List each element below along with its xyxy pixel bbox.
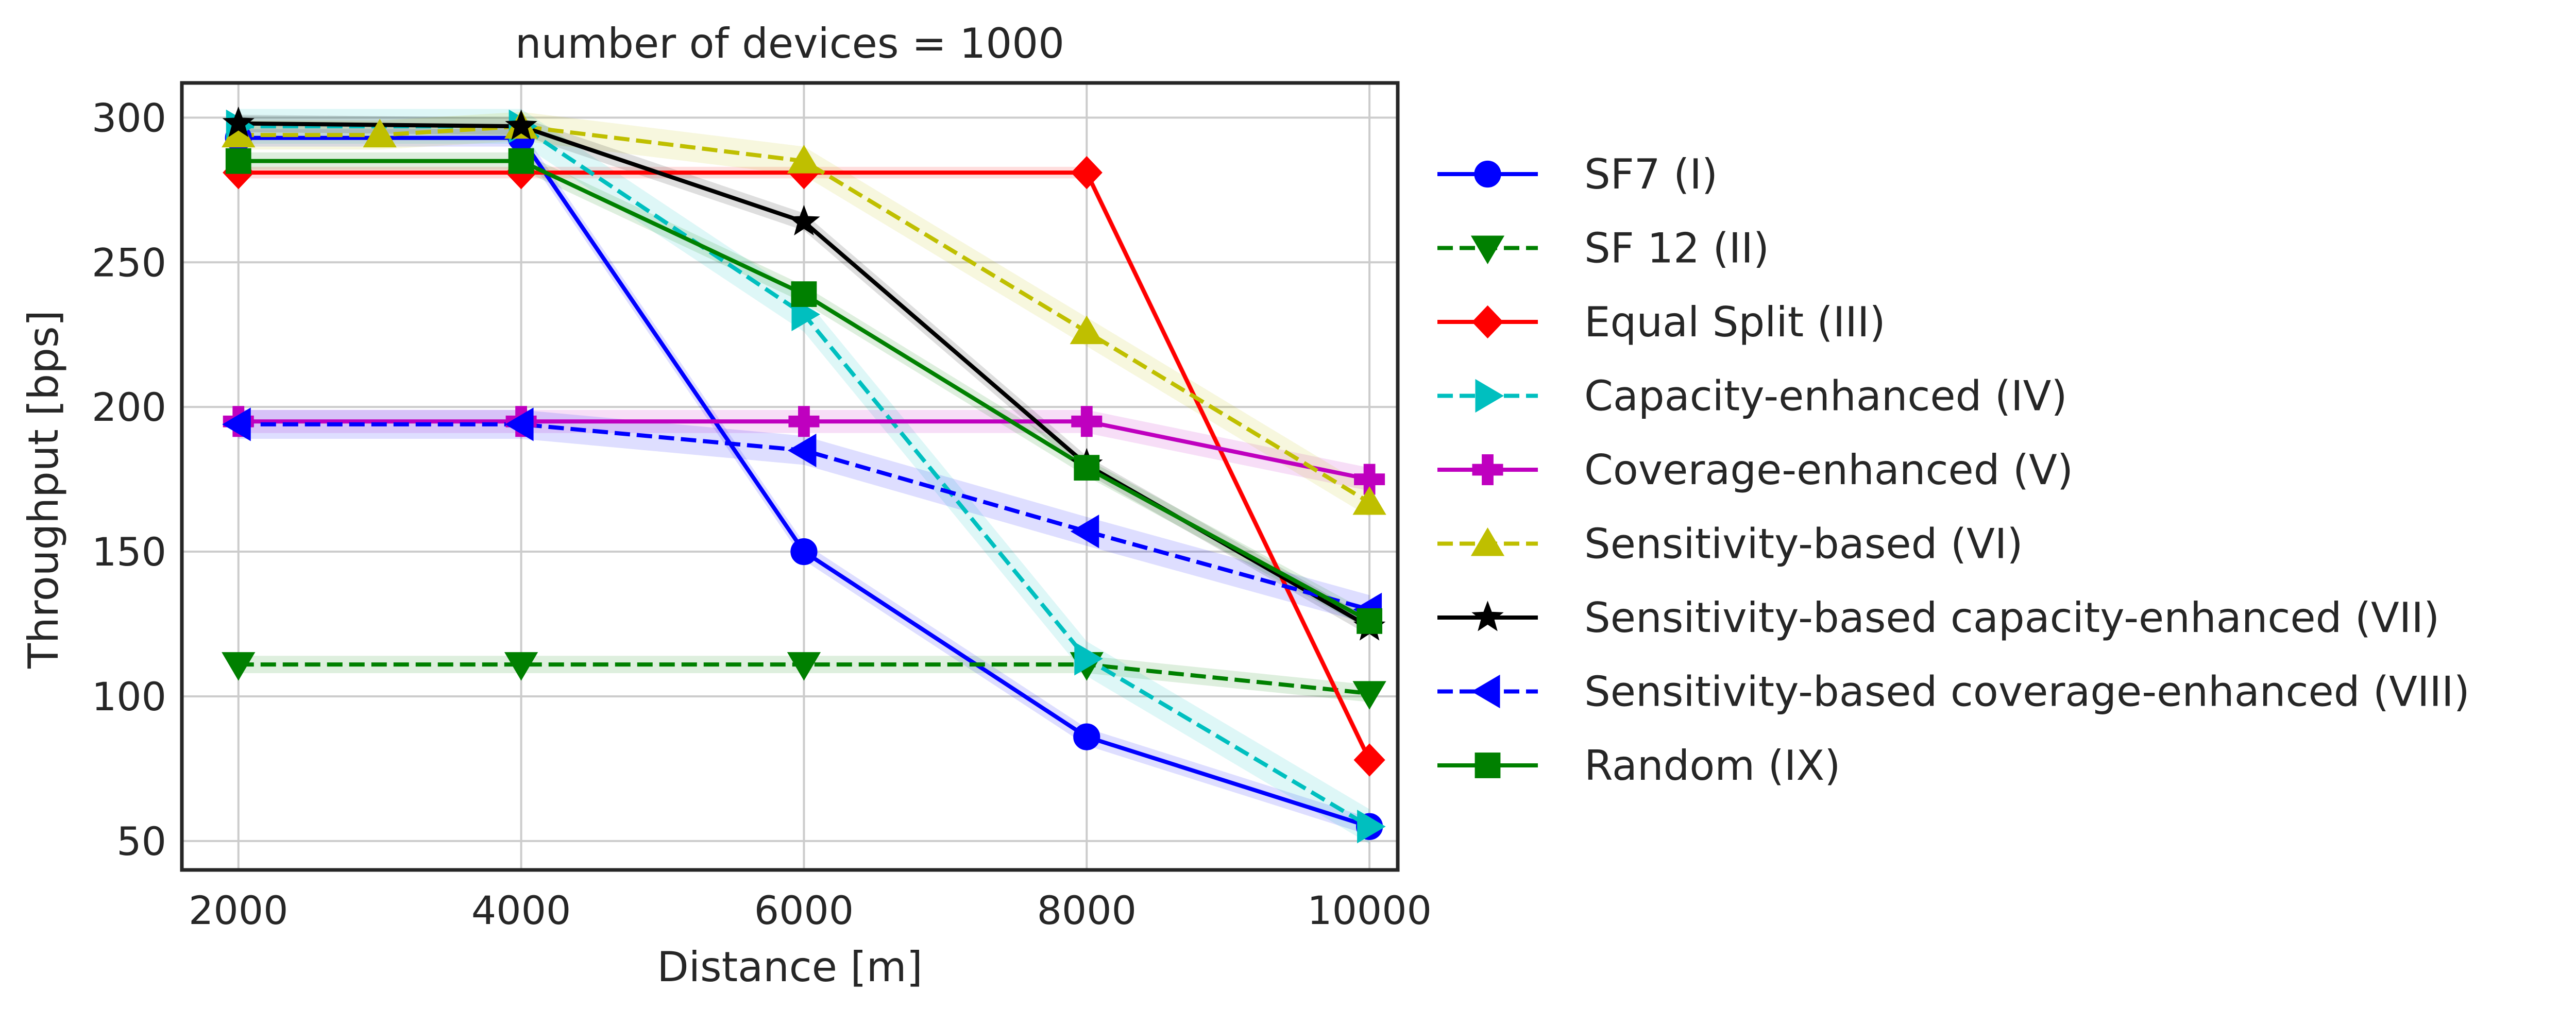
y-tick-labels: 50 100 150 200 250 300 [92, 95, 166, 864]
data-point [1070, 315, 1104, 345]
y-axis-title: Throughput [bps] [20, 310, 67, 669]
legend-label: Sensitivity-based capacity-enhanced (VII… [1584, 594, 2439, 642]
data-point [1074, 455, 1100, 481]
data-point [787, 145, 821, 174]
data-point [505, 407, 534, 441]
x-tick-label: 10000 [1307, 887, 1432, 933]
x-tick-labels: 2000 4000 6000 8000 10000 [189, 887, 1432, 933]
legend-marker [1471, 305, 1504, 339]
data-point [363, 118, 397, 148]
data-point [1352, 681, 1386, 710]
data-point [1074, 642, 1103, 676]
legend-marker [1471, 601, 1504, 631]
legend-marker [1475, 753, 1501, 778]
series-markers [222, 106, 1386, 844]
y-tick-label: 300 [92, 95, 166, 141]
data-point [1357, 810, 1386, 844]
data-point [787, 652, 821, 681]
chart-title: number of devices = 1000 [515, 20, 1064, 67]
legend-label: SF 12 (II) [1584, 225, 1769, 272]
y-tick-label: 100 [92, 674, 166, 720]
series-line [238, 124, 1371, 504]
data-point [222, 652, 256, 681]
x-axis-title: Distance [m] [657, 943, 923, 991]
x-tick-label: 2000 [189, 887, 288, 933]
data-point [791, 281, 817, 307]
x-tick-label: 8000 [1037, 887, 1137, 933]
data-point [225, 148, 251, 174]
data-point [222, 407, 251, 441]
y-tick-label: 50 [116, 818, 166, 864]
legend-label: Capacity-enhanced (IV) [1584, 372, 2067, 420]
data-point [1354, 464, 1385, 495]
x-tick-label: 6000 [754, 887, 854, 933]
legend-label: Sensitivity-based coverage-enhanced (VII… [1584, 668, 2470, 716]
data-point [508, 148, 534, 174]
legend-marker [1475, 379, 1504, 413]
legend-marker [1470, 235, 1505, 264]
legend-label: Coverage-enhanced (V) [1584, 446, 2073, 494]
y-tick-label: 250 [92, 240, 166, 285]
legend-label: Sensitivity-based (VI) [1584, 520, 2023, 568]
data-point [790, 538, 818, 566]
y-tick-label: 150 [92, 529, 166, 575]
data-point [788, 204, 820, 236]
data-point [1071, 156, 1103, 190]
data-point [788, 406, 820, 437]
data-point [1352, 486, 1386, 515]
data-point [1357, 608, 1383, 634]
legend-label: SF7 (I) [1584, 150, 1718, 198]
legend-marker [1472, 454, 1503, 485]
data-point [1073, 723, 1100, 750]
x-tick-label: 4000 [471, 887, 571, 933]
legend-marker [1474, 160, 1501, 188]
legend-marker [1471, 674, 1500, 709]
legend-label: Random (IX) [1584, 742, 1840, 790]
data-point [1353, 743, 1385, 777]
data-point [504, 652, 538, 681]
legend-label: Equal Split (III) [1584, 298, 1886, 346]
legend: SF7 (I) SF 12 (II) Equal Split (III) Capaci… [1437, 150, 2470, 790]
data-point [1071, 406, 1103, 437]
data-point [1070, 515, 1099, 549]
data-point [505, 109, 537, 140]
data-point [787, 433, 817, 468]
y-tick-label: 200 [92, 384, 166, 430]
data-point [222, 106, 255, 138]
legend-marker [1470, 527, 1505, 556]
plot-frame [180, 81, 1400, 872]
